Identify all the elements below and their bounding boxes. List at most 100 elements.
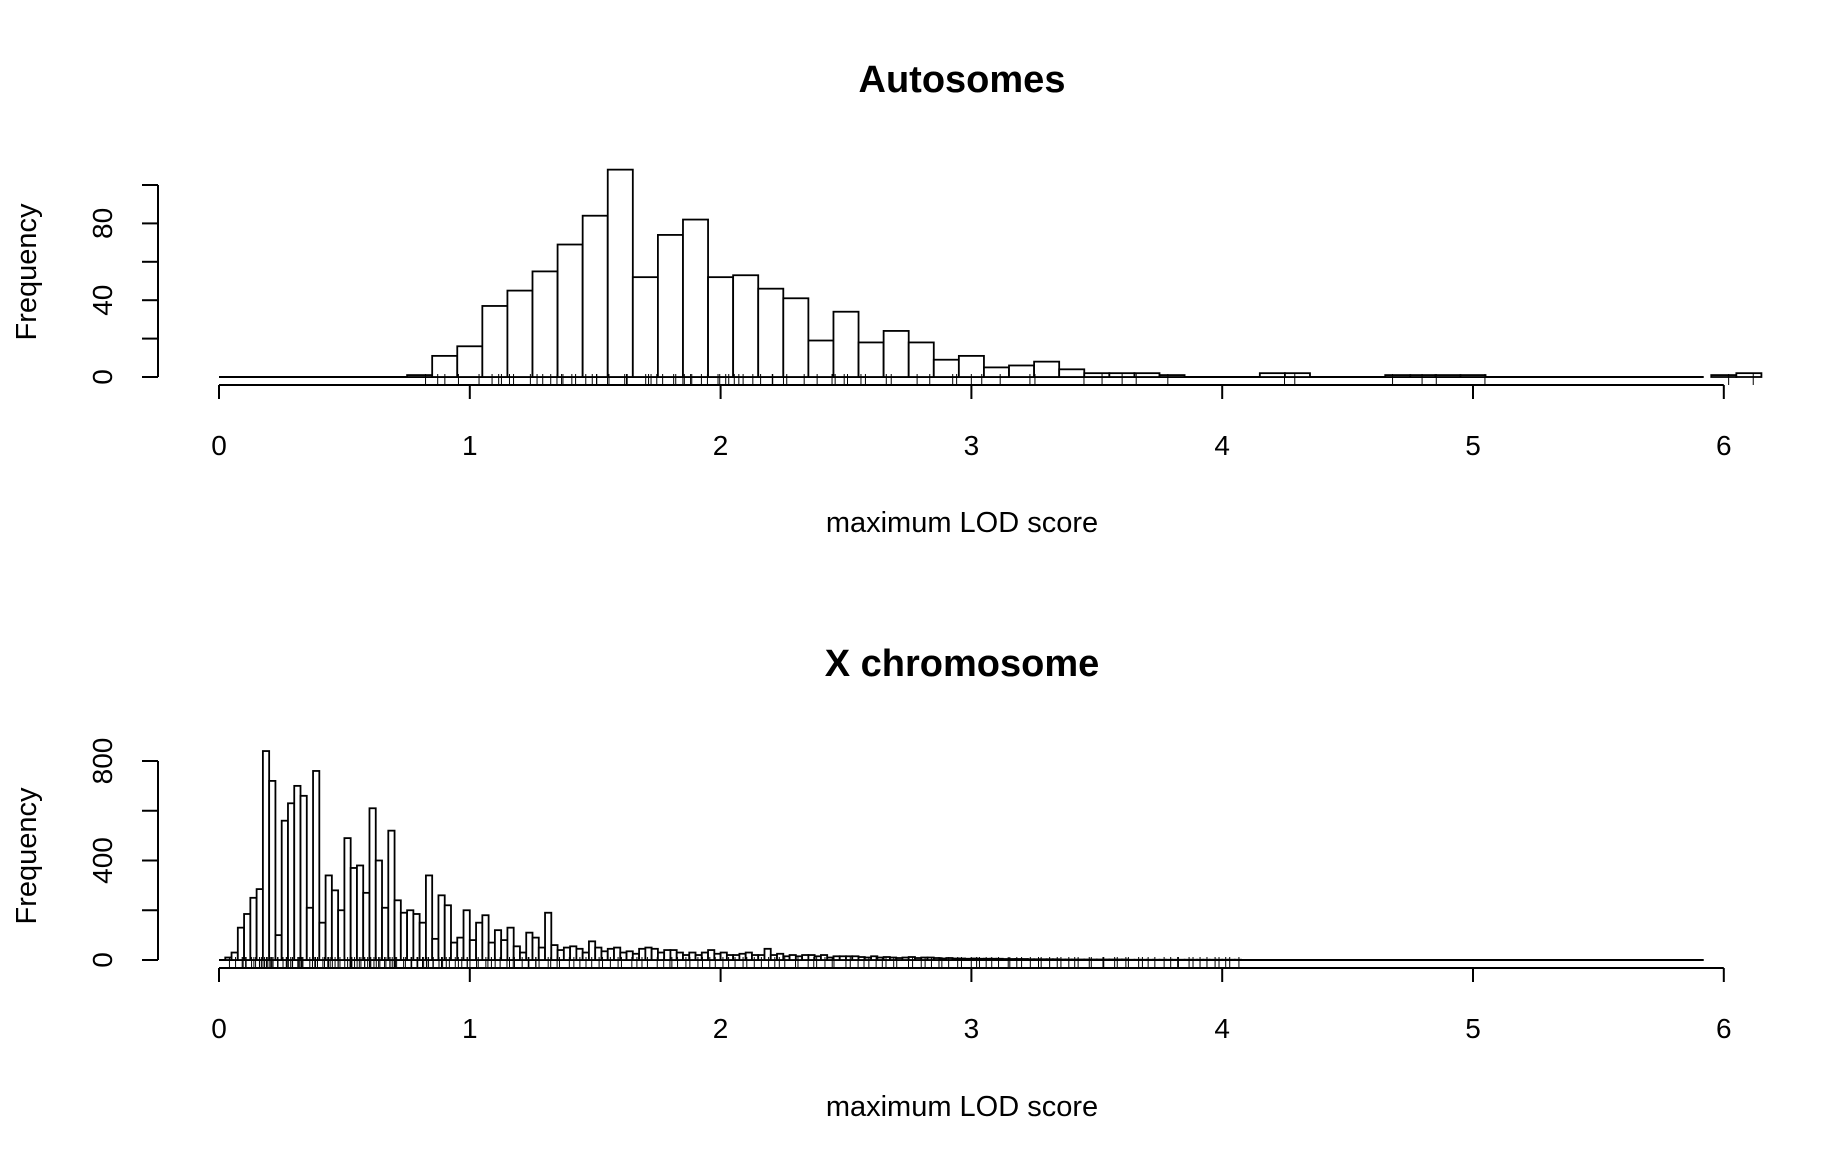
histogram-bar [613, 946, 622, 961]
histogram-bar [556, 243, 584, 378]
histogram-bar [964, 957, 973, 961]
histogram-bar [888, 956, 898, 961]
histogram-bar [1459, 374, 1487, 378]
histogram-bar [531, 936, 540, 961]
histogram-bar [581, 214, 609, 378]
histogram-bar [644, 946, 653, 961]
histogram-bar [569, 945, 578, 961]
histogram-bar [995, 957, 1004, 961]
histogram-bar [1033, 360, 1061, 378]
histogram-bar [274, 934, 283, 961]
histogram-bar [305, 906, 314, 961]
histogram-bar [606, 168, 634, 378]
histogram-bar [1020, 958, 1029, 961]
histogram-bar [349, 867, 358, 961]
histogram-bar [1284, 372, 1311, 378]
y-tick-label: 0 [87, 952, 118, 968]
histogram-bar [343, 837, 352, 961]
bars [219, 168, 1763, 378]
histogram-bar [456, 345, 484, 378]
x-tick-label: 3 [964, 430, 980, 461]
y-tick-label: 800 [87, 738, 118, 785]
histogram-bar [236, 926, 245, 961]
chart-title: Autosomes [859, 59, 1066, 101]
histogram-bar [481, 914, 490, 961]
histogram-bar [537, 946, 546, 961]
histogram-bar [1384, 374, 1412, 378]
histogram-bar [983, 366, 1010, 378]
histogram-bar [707, 949, 716, 961]
histogram-bar [932, 358, 960, 378]
histogram-bar [725, 954, 735, 961]
histogram-bar [1026, 958, 1035, 961]
histogram-bar [631, 276, 659, 378]
y-tick-label: 0 [87, 369, 118, 385]
histogram-bar [249, 896, 258, 961]
histogram-bar [757, 287, 785, 378]
histogram-bar [1083, 372, 1111, 378]
histogram-bar [807, 339, 835, 378]
histogram-bar [431, 354, 459, 378]
histogram-bar [406, 909, 415, 961]
histogram-bar [481, 305, 509, 378]
x-axis: 0 1 2 3 4 5 6 [211, 384, 1732, 461]
histogram-bar [719, 951, 728, 961]
histogram-bar [788, 954, 797, 961]
histogram-bar [1258, 372, 1286, 378]
histogram-bar [838, 955, 847, 961]
histogram-bar [381, 906, 390, 961]
histogram-bar [261, 750, 271, 961]
y-tick-label: 40 [87, 285, 118, 316]
histogram-bar [1033, 958, 1042, 961]
histogram-bar [443, 904, 452, 961]
histogram-bar [312, 770, 321, 961]
histogram-bar [976, 957, 985, 961]
histogram-bar [782, 955, 791, 961]
histogram-bar [631, 952, 640, 961]
x-axis-label: maximum LOD score [826, 1091, 1098, 1123]
histogram-bar [957, 957, 967, 961]
histogram-bar [682, 218, 709, 378]
histogram-bar [468, 939, 477, 961]
histogram-bar [882, 956, 891, 961]
y-tick-label: 80 [87, 208, 118, 239]
histogram-bar [657, 234, 684, 378]
bars [219, 750, 1704, 961]
y-axis-label: Frequency [11, 787, 43, 925]
histogram-bar [431, 937, 440, 961]
histogram-bar [531, 270, 559, 378]
x-tick-label: 5 [1465, 1013, 1481, 1044]
y-axis: 0 40 80 [87, 184, 159, 385]
x-tick-label: 0 [211, 430, 227, 461]
histogram-bar [606, 947, 615, 961]
x-tick-label: 1 [462, 430, 478, 461]
histogram-bar [362, 891, 371, 961]
x-axis-label: maximum LOD score [826, 507, 1098, 539]
histogram-bar [324, 874, 333, 961]
histogram-bar [280, 819, 289, 961]
histogram-bar [907, 956, 916, 961]
histogram-bar [525, 931, 534, 961]
histogram-bar [920, 956, 929, 961]
histogram-bar [368, 807, 377, 961]
autosomes-panel: Autosomes maximum LOD score Frequency 0 1… [11, 59, 1763, 539]
histogram-bar [243, 913, 252, 961]
histogram-bar [926, 956, 935, 961]
histogram-bar [794, 955, 804, 961]
histogram-bar [224, 956, 233, 961]
histogram-bar [989, 957, 998, 961]
histogram-bar [519, 951, 528, 961]
x-tick-label: 0 [211, 1013, 227, 1044]
histogram-bar [387, 829, 396, 961]
histogram-bar [425, 874, 434, 961]
histogram-bar [907, 341, 935, 378]
histogram-bar [506, 926, 515, 961]
histogram-bar [732, 954, 741, 961]
x-axis: 0 1 2 3 4 5 6 [211, 967, 1732, 1044]
histogram-bar [456, 936, 465, 961]
x-tick-label: 4 [1214, 430, 1230, 461]
histogram-bar [1052, 958, 1061, 961]
histogram-bar [493, 929, 503, 961]
y-axis: 0 400 800 [87, 738, 159, 968]
